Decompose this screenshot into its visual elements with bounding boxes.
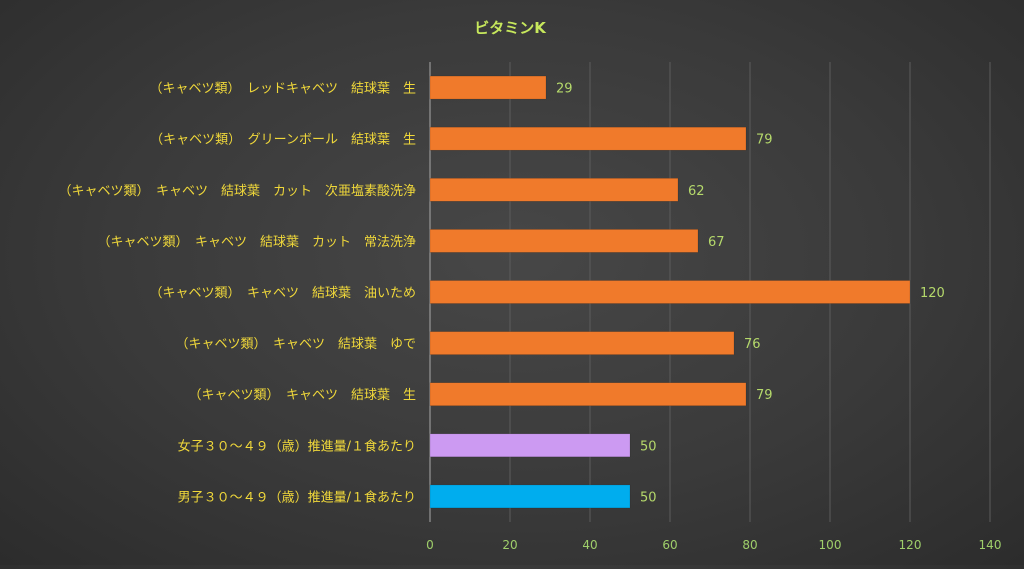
bar: [429, 280, 911, 304]
x-tick-label: 100: [819, 538, 842, 552]
x-tick-label: 20: [502, 538, 517, 552]
x-tick-label: 80: [742, 538, 757, 552]
data-label: 79: [756, 133, 773, 148]
bar: [429, 75, 547, 100]
category-label: （キャベツ類） キャベツ 結球葉 カット 次亜塩素酸洗浄: [58, 183, 416, 199]
data-label: 67: [708, 235, 725, 250]
x-tick-label: 120: [899, 538, 922, 552]
bar: [429, 229, 699, 253]
category-label: （キャベツ類） キャベツ 結球葉 生: [188, 388, 416, 403]
category-label: （キャベツ類） キャベツ 結球葉 油いため: [149, 286, 416, 301]
data-label: 79: [756, 388, 773, 403]
category-label: （キャベツ類） レッドキャベツ 結球葉 生: [149, 82, 416, 97]
x-tick-label: 60: [662, 538, 677, 552]
data-label: 50: [640, 490, 657, 505]
x-tick-label: 140: [979, 538, 1002, 552]
data-label: 50: [640, 439, 657, 454]
x-tick-label: 40: [582, 538, 597, 552]
data-label: 62: [688, 184, 705, 199]
bar: [429, 126, 747, 151]
bar: [429, 178, 679, 202]
category-label: 男子３０～４９（歳）推進量/１食あたり: [178, 489, 416, 505]
data-label: 76: [744, 337, 761, 352]
bar: [429, 433, 631, 458]
tick-layer: 0 20 40 60 80 100 120 140: [426, 538, 1001, 552]
label-layer: 29 （キャベツ類） レッドキャベツ 結球葉 生 79 （キャベツ類） グリーンボール…: [58, 82, 944, 506]
bar: [429, 331, 735, 355]
bar-layer: [429, 75, 911, 509]
data-label: 29: [556, 82, 573, 97]
data-label: 120: [920, 286, 945, 301]
category-label: （キャベツ類） キャベツ 結球葉 カット 常法洗浄: [97, 235, 416, 250]
chart-title: ビタミンK: [474, 19, 547, 37]
bar: [429, 484, 631, 509]
bar: [429, 382, 747, 406]
category-label: （キャベツ類） グリーンボール 結球葉 生: [150, 133, 416, 148]
category-label: （キャベツ類） キャベツ 結球葉 ゆで: [175, 337, 416, 352]
category-label: 女子３０～４９（歳）推進量/１食あたり: [178, 438, 416, 454]
x-tick-label: 0: [426, 538, 434, 552]
